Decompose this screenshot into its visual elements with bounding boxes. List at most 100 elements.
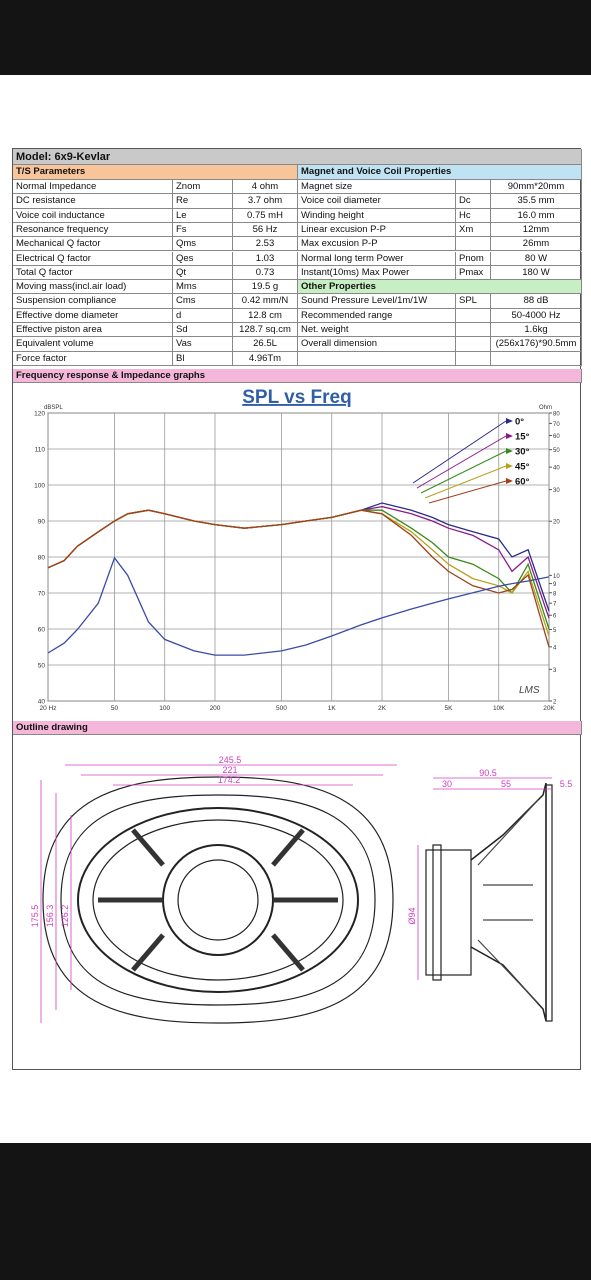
flange (545, 784, 553, 1022)
param-symbol: Qms (173, 237, 233, 252)
y-tick-label: 110 (35, 447, 46, 454)
param-name: Voice coil inductance (13, 208, 173, 223)
table-header: T/S Parameters (13, 165, 298, 180)
param-symbol: SPL (456, 294, 491, 309)
y2-tick-label: 20 (553, 520, 560, 526)
dimension-lines (40, 764, 552, 1023)
param-symbol: Dc (456, 194, 491, 209)
x-tick-label: 100 (159, 705, 170, 712)
param-symbol: Sd (173, 323, 233, 338)
param-name: Force factor (13, 351, 173, 366)
x-tick-label: 5K (444, 705, 453, 712)
legend-label: 30° (515, 447, 530, 458)
param-value: 35.5 mm (491, 194, 582, 209)
param-value: 12mm (491, 222, 582, 238)
param-name: Mechanical Q factor (13, 237, 173, 252)
model-title: Model: 6x9-Kevlar (13, 149, 582, 165)
param-value: 26mm (491, 237, 582, 252)
param-symbol: Bl (173, 351, 233, 366)
side-view (425, 782, 553, 1022)
series-line (47, 556, 550, 656)
x-tick-label: 200 (210, 705, 221, 712)
cone-inner (162, 844, 274, 956)
param-name: Normal Impedance (13, 180, 173, 195)
legend-arrow (420, 450, 507, 494)
param-value: 1.6kg (491, 323, 582, 338)
series-line (47, 509, 550, 648)
param-value: 80 W (491, 251, 582, 266)
param-name: Winding height (298, 208, 456, 223)
param-name: Electrical Q factor (13, 251, 173, 266)
param-symbol: Le (173, 208, 233, 223)
basket-ribs (98, 828, 338, 972)
y2-tick-label: 2 (553, 700, 557, 706)
frame-inner (60, 794, 376, 1006)
y2-tick-label: 40 (553, 466, 560, 472)
legend-label: 0° (515, 417, 524, 428)
legend-label: 45° (515, 462, 530, 473)
param-name: Recommended range (298, 308, 456, 323)
param-name: Max excusion P-P (298, 237, 456, 252)
param-symbol: Znom (173, 180, 233, 195)
x-tick-label: 10K (493, 705, 505, 712)
param-value: 26.5L (233, 337, 298, 352)
chart-title: SPL vs Freq (242, 387, 351, 408)
table-header: Magnet and Voice Coil Properties (298, 165, 582, 180)
param-name: Total Q factor (13, 265, 173, 281)
param-value: 2.53 (233, 237, 298, 252)
x-tick-label: 20 Hz (40, 705, 57, 712)
param-symbol: Pmax (456, 265, 491, 281)
param-value: 1.03 (233, 251, 298, 266)
legend-arrowhead (506, 433, 513, 439)
frame-outline (42, 776, 394, 1024)
bottom-bar (0, 1143, 591, 1280)
y2-tick-label: 70 (553, 422, 560, 428)
dim-label: Ø94 (407, 907, 417, 924)
param-symbol (456, 237, 491, 252)
magnet (425, 849, 472, 976)
param-name: Voice coil diameter (298, 194, 456, 209)
y2-tick-label: 60 (553, 434, 560, 440)
x-tick-label: 500 (276, 705, 287, 712)
dim-label: 156.3 (45, 905, 55, 928)
param-symbol: d (173, 308, 233, 323)
empty-cell (298, 351, 456, 366)
param-name: Net. weight (298, 323, 456, 338)
param-symbol: Qes (173, 251, 233, 266)
param-value: 3.7 ohm (233, 194, 298, 209)
param-symbol (456, 337, 491, 352)
y2-tick-label: 6 (553, 614, 557, 620)
legend-label: 60° (515, 477, 530, 488)
param-value: 180 W (491, 265, 582, 281)
y-tick-label: 50 (38, 663, 46, 670)
param-value: 50-4000 Hz (491, 308, 582, 323)
y2-tick-label: 7 (553, 602, 557, 608)
param-symbol: Hc (456, 208, 491, 223)
param-name: Moving mass(incl.air load) (13, 280, 173, 295)
section-header: Outline drawing (13, 721, 582, 735)
param-value: 12.8 cm (233, 308, 298, 323)
surround (77, 807, 359, 993)
param-value: 0.73 (233, 265, 298, 281)
empty-cell (491, 351, 582, 366)
y2-tick-label: 10 (553, 574, 560, 580)
param-name: Resonance frequency (13, 222, 173, 238)
y2-axis-label: Ohm (539, 405, 552, 411)
dim-label: 90.5 (479, 768, 497, 778)
param-symbol: Fs (173, 222, 233, 238)
dim-label: 126.2 (60, 905, 70, 928)
table-header: Other Properties (298, 280, 582, 295)
dimension-labels: 245.5 221 174.2 175.5 156.3 126.2 Ø94 90… (30, 755, 572, 927)
dim-label: 245.5 (219, 755, 242, 765)
param-value: 4.96Tm (233, 351, 298, 366)
y2-tick-label: 80 (553, 412, 560, 418)
legend-arrow (412, 420, 507, 484)
section-header: Frequency response & Impedance graphs (13, 369, 582, 383)
param-symbol (456, 180, 491, 195)
dim-label: 30 (442, 779, 452, 789)
param-name: Normal long term Power (298, 251, 456, 266)
param-value: 4 ohm (233, 180, 298, 195)
param-value: 16.0 mm (491, 208, 582, 223)
param-name: Overall dimension (298, 337, 456, 352)
